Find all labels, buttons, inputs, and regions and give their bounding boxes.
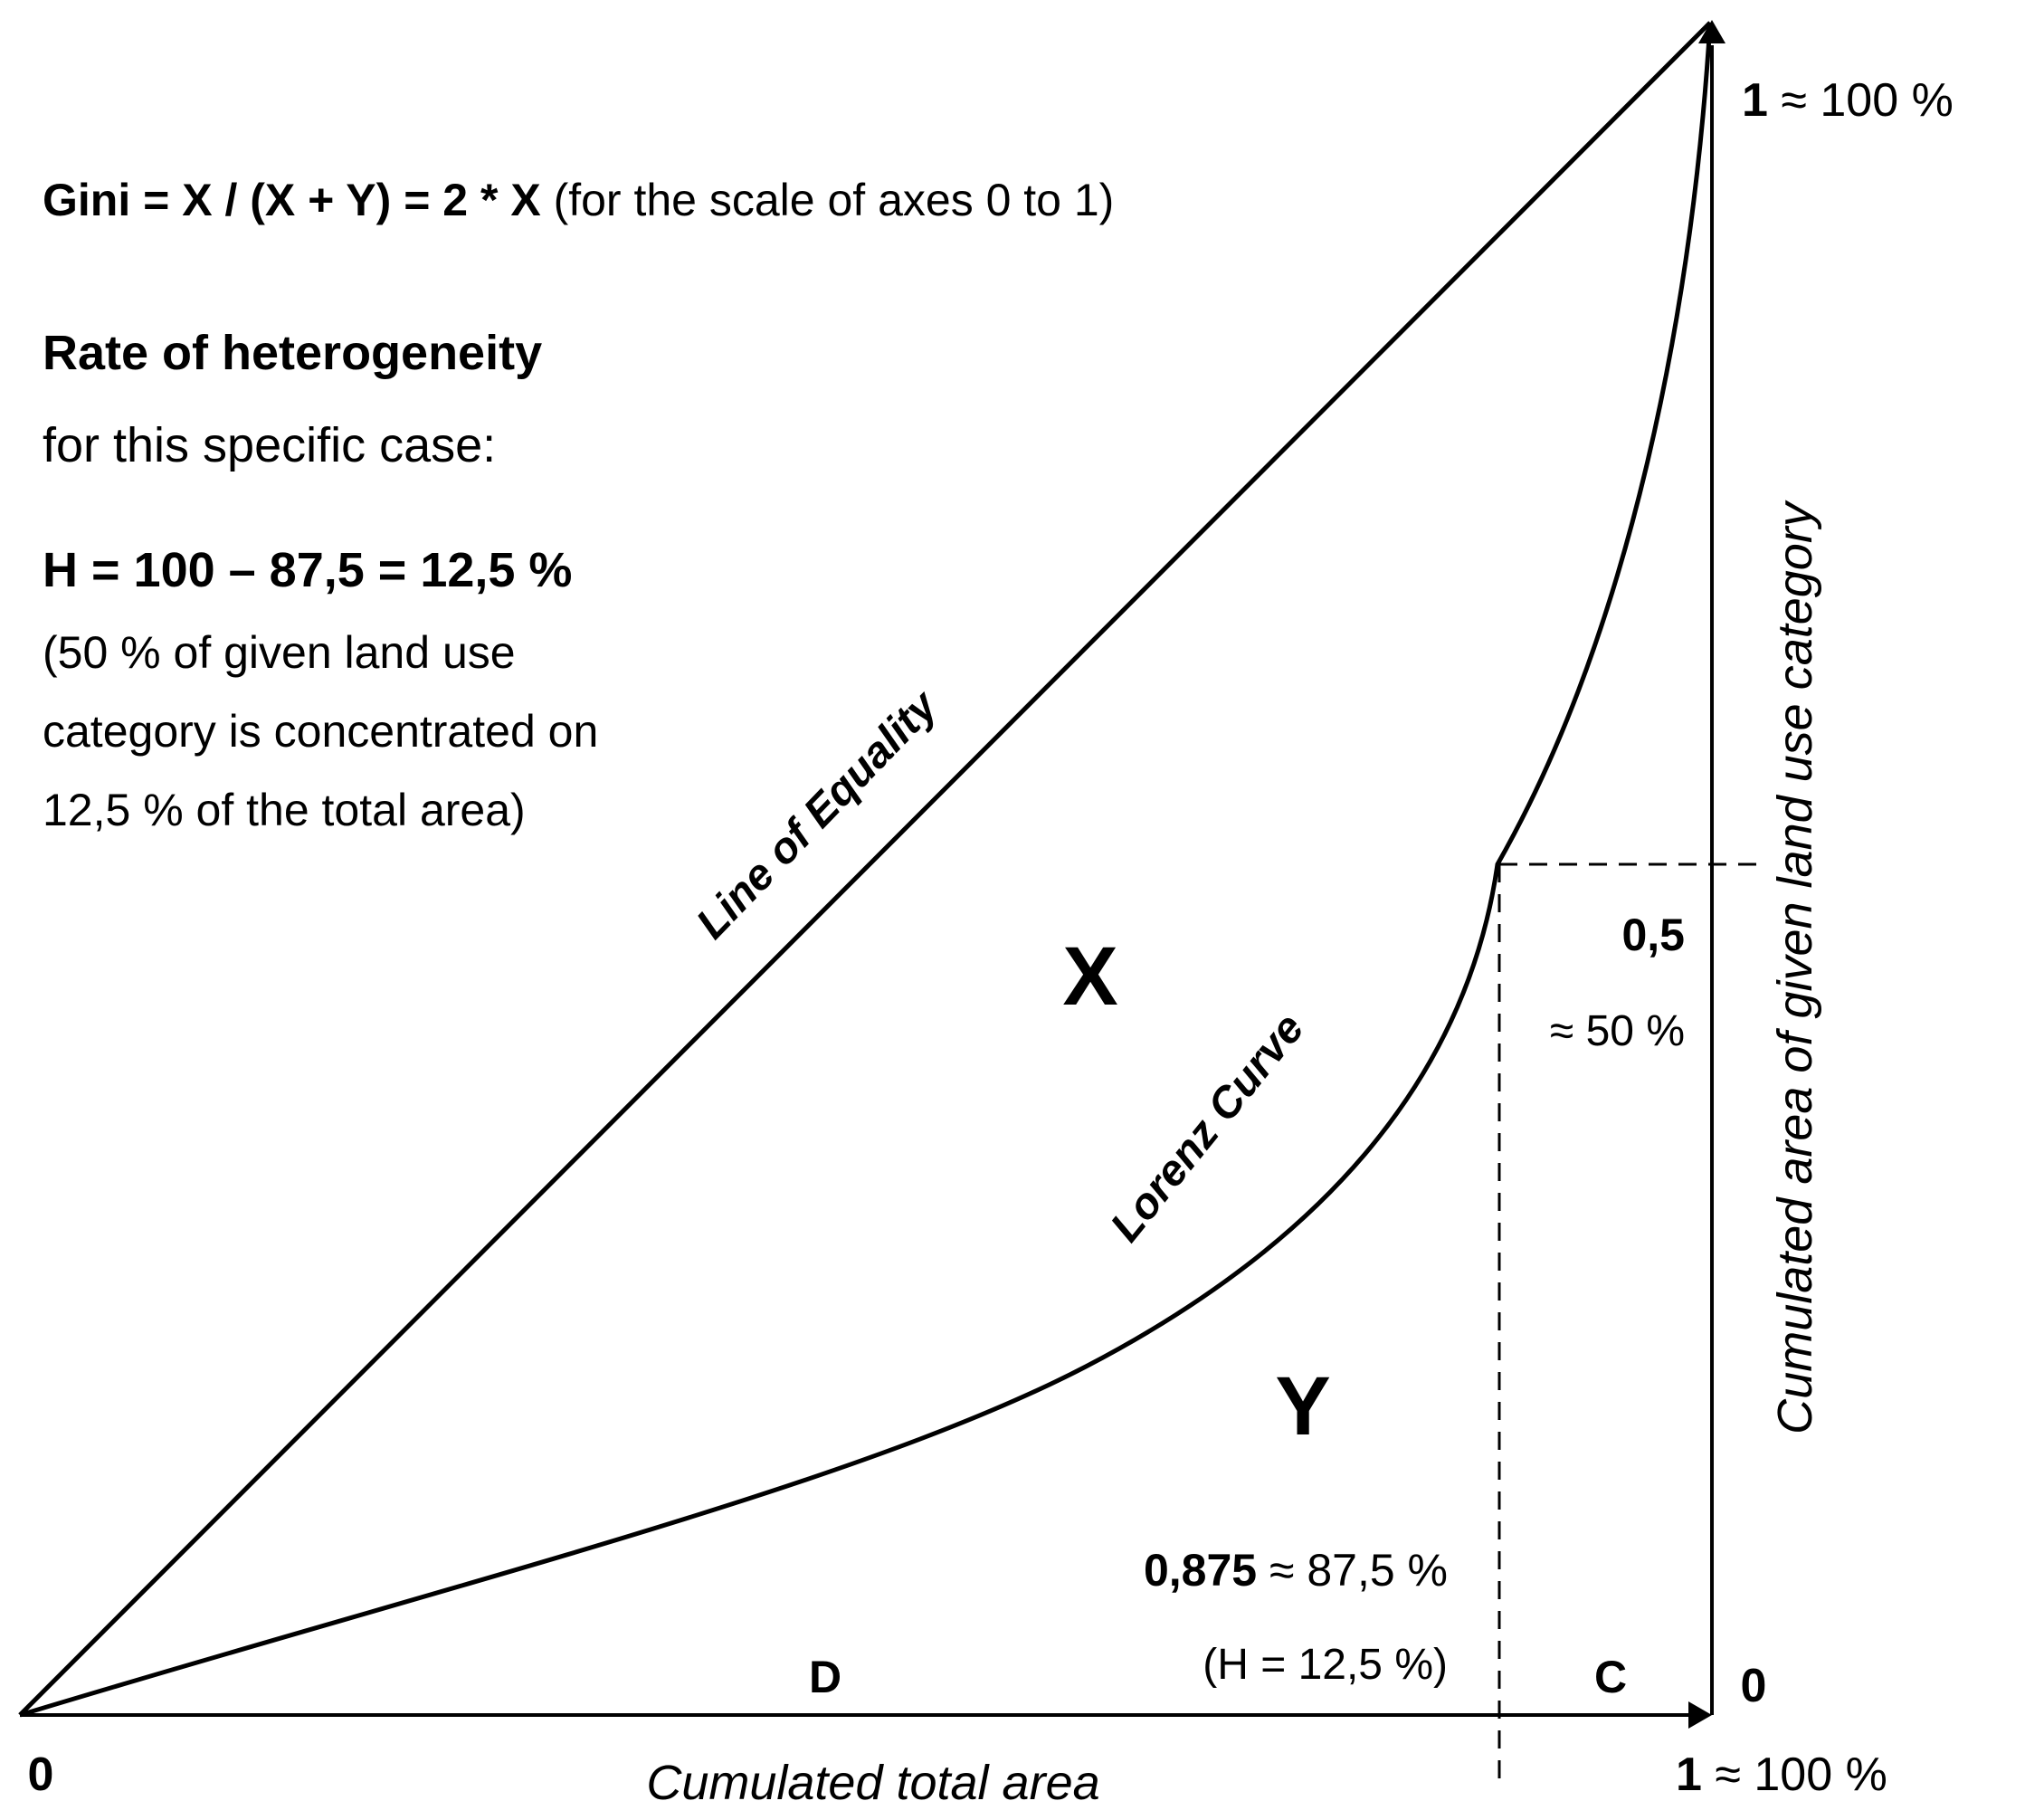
line-of-equality (18, 21, 1712, 1717)
heterogeneity-subtitle: for this specific case: (43, 418, 496, 472)
region-c-label: C (1594, 1652, 1627, 1702)
y-max-note: ≈ 100 % (1768, 74, 1954, 127)
x-max-label: 1 ≈ 100 % (1676, 1749, 1887, 1801)
region-d-label: D (809, 1652, 841, 1702)
region-x-label: X (1062, 930, 1117, 1023)
x-marker-value-note: ≈ 87,5 % (1257, 1545, 1448, 1596)
x-max-note: ≈ 100 % (1702, 1749, 1887, 1801)
heterogeneity-equation: H = 100 – 87,5 = 12,5 % (43, 543, 572, 597)
y-max-bold: 1 (1742, 74, 1768, 127)
line-of-equality-label: Line of Equality (688, 681, 948, 948)
h-note: (H = 12,5 %) (1203, 1641, 1448, 1689)
region-y-label: Y (1275, 1360, 1330, 1453)
y-zero-label: 0 (1741, 1660, 1767, 1712)
y-marker-percent: ≈ 50 % (1550, 1007, 1685, 1055)
x-axis-title: Cumulated total area (646, 1756, 1099, 1810)
explanation-line-3: 12,5 % of the total area) (43, 785, 526, 835)
y-max-label: 1 ≈ 100 % (1742, 74, 1954, 127)
heterogeneity-title: Rate of heterogeneity (43, 326, 542, 380)
y-axis-arrowhead (1698, 20, 1726, 43)
gini-formula: Gini = X / (X + Y) = 2 * X (for the scal… (43, 175, 1114, 225)
lorenz-curve-label: Lorenz Curve (1101, 1005, 1313, 1251)
x-marker-value: 0,875 ≈ 87,5 % (1144, 1545, 1448, 1596)
y-marker-value: 0,5 (1621, 910, 1685, 960)
gini-formula-note: (for the scale of axes 0 to 1) (541, 175, 1115, 225)
gini-formula-bold: Gini = X / (X + Y) = 2 * X (43, 175, 541, 225)
x-marker-value-bold: 0,875 (1144, 1545, 1257, 1596)
x-max-bold: 1 (1676, 1749, 1702, 1801)
origin-label: 0 (28, 1749, 54, 1801)
explanation-line-1: (50 % of given land use (43, 627, 516, 678)
y-axis-title: Cumulated area of given land use categor… (1768, 500, 1822, 1434)
explanation-line-2: category is concentrated on (43, 706, 598, 757)
lorenz-curve (19, 22, 1713, 1718)
x-axis-arrowhead (1688, 1701, 1712, 1729)
